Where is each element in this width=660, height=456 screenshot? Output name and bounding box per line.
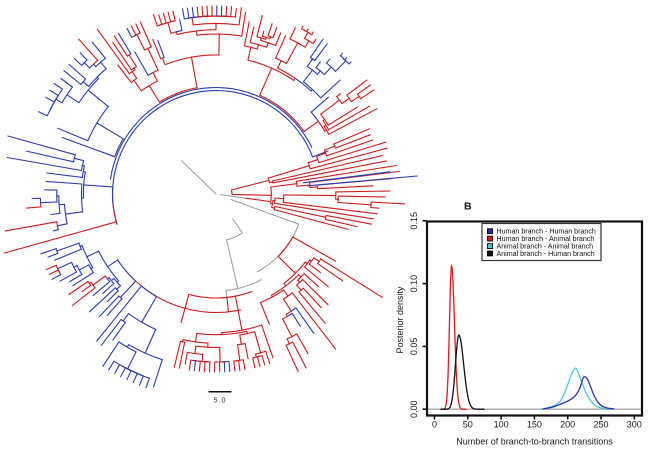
- svg-text:Animal branch - Human branch: Animal branch - Human branch: [497, 250, 595, 258]
- svg-text:100: 100: [494, 420, 509, 430]
- svg-text:Human branch - Animal branch: Human branch - Animal branch: [497, 235, 595, 243]
- svg-text:B: B: [464, 201, 472, 213]
- svg-text:150: 150: [527, 420, 542, 430]
- svg-text:0.05: 0.05: [409, 338, 419, 356]
- svg-text:0.00: 0.00: [409, 400, 419, 418]
- svg-text:0.15: 0.15: [409, 212, 419, 230]
- svg-text:Animal branch - Animal branc: Animal branch - Animal branch: [497, 242, 594, 250]
- svg-text:0.10: 0.10: [409, 275, 419, 293]
- svg-text:5.0: 5.0: [214, 396, 227, 405]
- svg-text:Human branch - Human branch: Human branch - Human branch: [497, 228, 596, 236]
- svg-text:0: 0: [432, 420, 437, 430]
- svg-text:Posterior density: Posterior density: [395, 286, 405, 354]
- svg-text:200: 200: [560, 420, 575, 430]
- svg-text:250: 250: [593, 420, 608, 430]
- svg-text:50: 50: [463, 420, 473, 430]
- svg-text:Number of branch-to-branch tra: Number of branch-to-branch transitions: [456, 437, 613, 447]
- svg-text:300: 300: [627, 420, 642, 430]
